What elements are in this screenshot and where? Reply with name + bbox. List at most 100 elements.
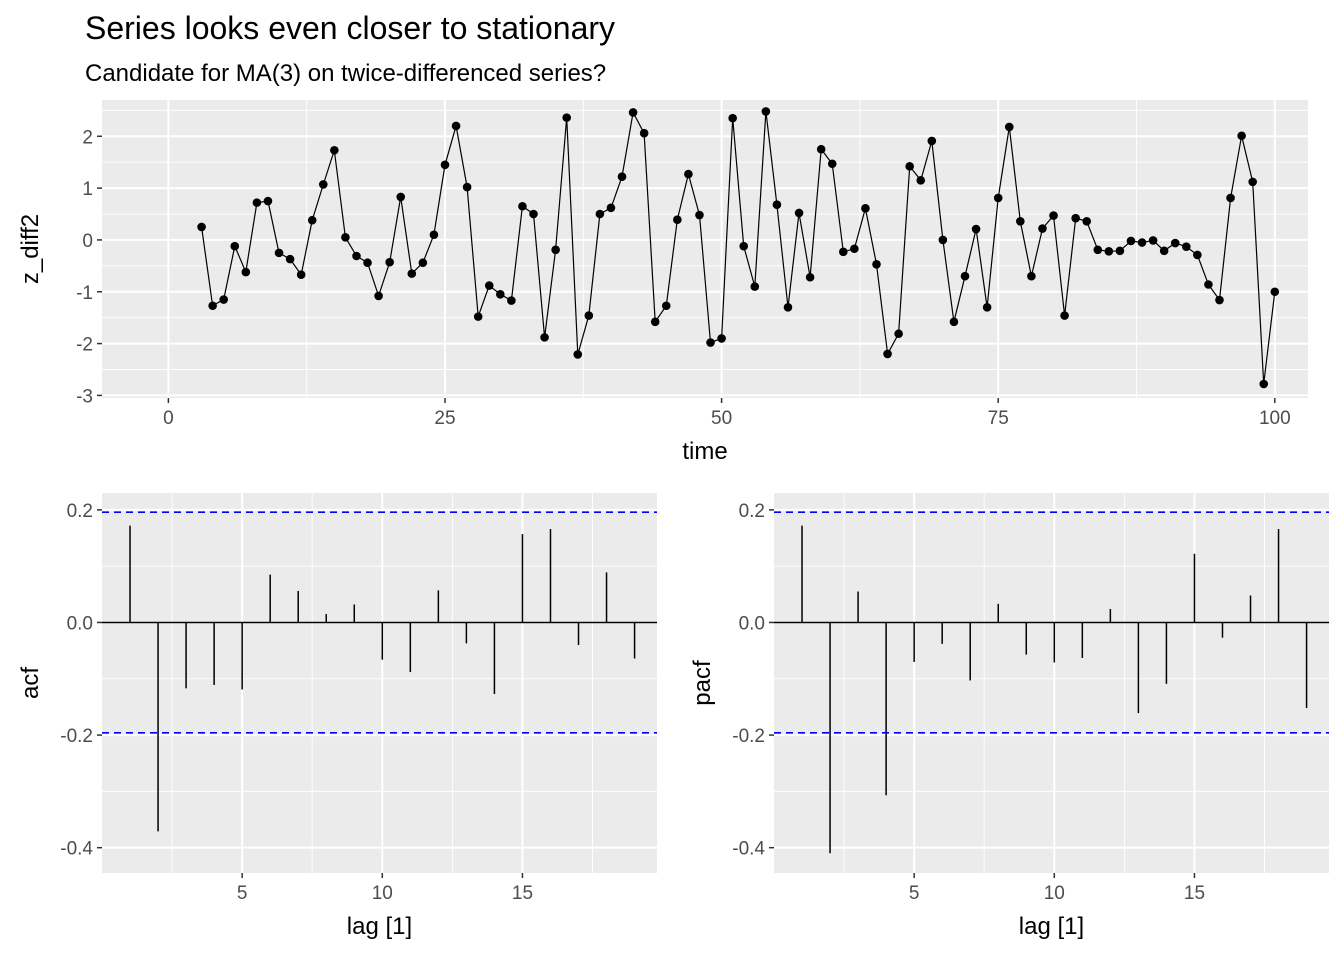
x-tick-label: 15 (512, 883, 533, 904)
data-point (396, 192, 406, 202)
data-point (573, 350, 583, 359)
data-point (1126, 236, 1136, 246)
x-tick-label: 0 (163, 408, 174, 429)
data-point (1259, 379, 1269, 389)
y-tick-label: -2 (76, 335, 93, 356)
x-tick-label: 10 (372, 883, 393, 904)
time-series-panel (102, 100, 1308, 398)
data-point (993, 193, 1003, 203)
data-point (816, 144, 826, 154)
data-point (219, 295, 229, 304)
y-tick-label: 0.0 (67, 613, 93, 634)
data-point (628, 108, 638, 117)
data-point (440, 160, 450, 170)
data-point (473, 312, 483, 321)
y-tick-label: 0 (82, 231, 93, 252)
data-point (850, 244, 859, 254)
y-tick-label: -0.4 (732, 839, 765, 860)
data-point (318, 180, 328, 189)
data-point (1226, 193, 1235, 203)
data-point (230, 241, 240, 251)
data-point (1215, 295, 1224, 305)
y-tick-label: 0.2 (67, 501, 93, 522)
data-point (407, 269, 417, 278)
x-axis-title: time (682, 438, 727, 465)
data-point (241, 267, 251, 277)
data-point (584, 311, 594, 320)
data-point (1137, 238, 1147, 247)
data-point (1237, 131, 1246, 141)
data-point (927, 136, 937, 146)
y-axis-title: pacf (689, 660, 716, 706)
data-point (462, 182, 472, 192)
data-point (650, 317, 660, 327)
data-point (451, 121, 461, 131)
data-point (341, 233, 350, 242)
data-point (363, 258, 372, 268)
data-point (208, 301, 217, 311)
x-tick-label: 5 (237, 883, 248, 904)
data-point (1248, 177, 1257, 187)
data-point (385, 257, 394, 267)
y-tick-label: 1 (82, 179, 93, 200)
data-point (374, 291, 383, 301)
y-tick-label: -0.2 (732, 726, 765, 747)
data-point (971, 224, 981, 234)
data-point (728, 113, 737, 123)
data-point (861, 204, 870, 213)
x-tick-label: 75 (988, 408, 1009, 429)
data-point (1071, 213, 1080, 223)
data-point (507, 296, 516, 305)
y-tick-label: -1 (76, 283, 93, 304)
data-point (540, 333, 549, 342)
data-point (739, 241, 749, 251)
data-point (827, 159, 837, 169)
data-point (429, 230, 439, 240)
data-point (1093, 245, 1103, 255)
x-tick-label: 25 (434, 408, 455, 429)
data-point (296, 270, 306, 279)
data-point (263, 196, 273, 206)
data-point (606, 203, 616, 213)
data-point (750, 282, 760, 291)
acf-panel (102, 493, 657, 873)
y-axis-title: z_diff2 (17, 214, 44, 284)
data-point (352, 251, 361, 261)
data-point (905, 162, 914, 171)
data-point (761, 107, 771, 116)
data-point (783, 303, 793, 312)
data-point (197, 222, 206, 232)
chart-subtitle: Candidate for MA(3) on twice-differenced… (85, 60, 607, 87)
data-point (794, 208, 804, 218)
data-point (330, 145, 339, 155)
data-point (706, 338, 715, 347)
data-point (982, 303, 992, 312)
pacf-panel (774, 493, 1329, 873)
y-axis-title: acf (17, 667, 44, 699)
y-tick-label: 0.2 (739, 501, 765, 522)
data-point (285, 254, 295, 264)
data-point (872, 259, 881, 269)
data-point (805, 272, 815, 282)
data-point (684, 169, 693, 179)
data-point (274, 248, 284, 258)
chart-title: Series looks even closer to stationary (85, 10, 616, 46)
data-point (661, 301, 671, 311)
y-tick-label: -0.4 (60, 839, 93, 860)
data-point (772, 200, 782, 209)
x-tick-label: 100 (1259, 408, 1291, 429)
data-point (1181, 242, 1191, 251)
y-tick-label: -0.2 (60, 726, 93, 747)
data-point (1004, 122, 1014, 132)
data-point (418, 258, 428, 268)
data-point (307, 215, 317, 225)
data-point (551, 245, 560, 255)
x-axis-title: lag [1] (347, 913, 412, 940)
data-point (717, 334, 726, 343)
data-point (1104, 247, 1114, 256)
data-point (1060, 311, 1069, 320)
data-point (617, 172, 627, 182)
data-point (1270, 287, 1280, 297)
data-point (595, 209, 605, 219)
data-point (639, 128, 649, 138)
